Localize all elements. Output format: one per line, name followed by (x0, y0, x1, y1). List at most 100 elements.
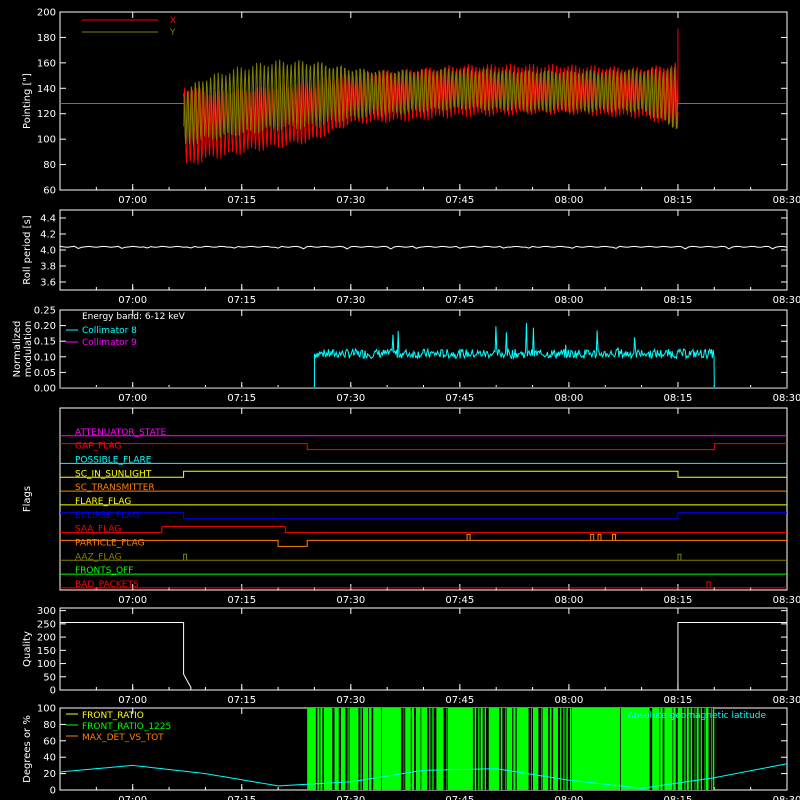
x-tick-label: 08:15 (664, 393, 693, 404)
flag-line (60, 526, 787, 534)
flag-label: FRONTS_OFF (75, 566, 133, 576)
y-tick-label: 3.6 (40, 278, 56, 289)
bar-gap (361, 708, 364, 790)
bar-gap (315, 708, 318, 790)
y-tick-label: 0.05 (34, 368, 56, 379)
bar-gap (548, 708, 550, 790)
x-tick-label: 08:30 (773, 595, 800, 606)
flag-row-sc_transmitter: SC_TRANSMITTER (60, 483, 787, 493)
ylabel-line: Normalized (12, 321, 23, 378)
x-tick-label: 07:45 (445, 695, 474, 706)
flag-label: SC_TRANSMITTER (75, 483, 155, 493)
bar-gap (695, 708, 697, 790)
x-tick-label: 08:15 (664, 795, 693, 800)
bar-gap (486, 708, 489, 790)
bar-gap (512, 708, 514, 790)
x-tick-label: 08:30 (773, 295, 800, 306)
legend-label: Collimator 8 (82, 326, 137, 336)
bar-gap (482, 708, 485, 790)
x-tick-label: 08:15 (664, 595, 693, 606)
bar-gap (371, 708, 374, 790)
bar-gap (446, 708, 448, 790)
bar-gap (557, 708, 561, 790)
bar-gap (479, 708, 481, 790)
bar-gap (662, 708, 665, 790)
bar-gap (682, 708, 685, 790)
flag-label: ECLIPSE_FLAG (75, 511, 139, 521)
bar-gap (692, 708, 695, 790)
y-tick-label: 0.00 (34, 384, 56, 395)
x-tick-label: 08:15 (664, 295, 693, 306)
bar-gap (414, 708, 416, 790)
y-tick-label: 120 (37, 109, 56, 120)
bar-gap (420, 708, 422, 790)
legend-label: MAX_DET_VS_TOT (82, 733, 164, 743)
bar-gap (515, 708, 517, 790)
y-tick-label: 150 (37, 646, 56, 657)
bar-gap (400, 708, 404, 790)
y-tick-label: 20 (43, 769, 56, 780)
x-tick-label: 07:15 (227, 595, 256, 606)
bar-gap (531, 708, 533, 790)
y-tick-label: 100 (37, 659, 56, 670)
y-tick-label: 0 (50, 686, 56, 697)
x-tick-label: 07:45 (445, 295, 474, 306)
collimator-8-line (313, 323, 715, 389)
x-tick-label: 07:30 (336, 595, 365, 606)
bar-gap (430, 708, 433, 790)
flag-label: POSSIBLE_FLARE (75, 455, 152, 465)
flag-label: PARTICLE_FLAG (75, 538, 145, 548)
bar-gap (659, 708, 661, 790)
x-tick-label: 07:15 (227, 795, 256, 800)
bar-gap (675, 708, 678, 790)
y-tick-label: 4.0 (40, 246, 56, 257)
ratios-ylabel: Degrees or % (22, 715, 33, 783)
flag-row-eclipse_flag: ECLIPSE_FLAG (60, 511, 787, 521)
flag-pulse (677, 553, 682, 561)
bar-gap (672, 708, 674, 790)
bar-gap (705, 708, 706, 790)
series-Y-line (183, 59, 679, 146)
pointing-ylabel: Pointing ["] (22, 73, 33, 129)
bar-gap (322, 708, 324, 790)
bar-gap (528, 708, 532, 790)
bar-gap (571, 708, 572, 790)
bar-gap (688, 708, 691, 790)
legend-label: Y (169, 28, 176, 38)
x-tick-label: 07:15 (227, 695, 256, 706)
y-tick-label: 0 (50, 786, 56, 797)
flag-pulse (706, 581, 711, 588)
bar-gap (541, 708, 543, 790)
x-tick-label: 08:15 (664, 195, 693, 206)
bar-gap (368, 708, 370, 790)
x-tick-label: 07:30 (336, 295, 365, 306)
bar-gap (472, 708, 475, 790)
flag-row-particle_flag: PARTICLE_FLAG (60, 533, 787, 548)
bar-gap (345, 708, 348, 790)
y-tick-label: 160 (37, 58, 56, 69)
geomagnetic-latitude-line (59, 763, 788, 789)
x-tick-label: 07:00 (118, 195, 147, 206)
flag-label: AAZ_FLAG (75, 552, 122, 562)
flag-line (60, 470, 787, 478)
legend-label: X (170, 16, 176, 26)
bar-gap (338, 708, 341, 790)
x-tick-label: 08:00 (554, 795, 583, 800)
panel-pointing: 07:00 07:15 07:30 07:45 08:00 08:15 08:30 Point… (22, 8, 800, 207)
modulation-ylabel: Normalizedmodulation (12, 321, 34, 378)
latitude-annotation: Absolute geomagnetic latitude (627, 711, 766, 721)
x-tick-label: 07:30 (336, 393, 365, 404)
y-tick-label: 250 (37, 619, 56, 630)
x-tick-label: 08:30 (773, 393, 800, 404)
flag-label: BAD_PACKETS (75, 580, 139, 590)
flag-label: ATTENUATOR_STATE (75, 428, 167, 438)
y-tick-label: 180 (37, 33, 56, 44)
bar-gap (427, 708, 430, 790)
y-tick-label: 0.25 (34, 306, 56, 317)
panel-quality: 07:00 07:15 07:30 07:45 08:00 08:15 08:30 Quali… (22, 606, 800, 706)
x-tick-label: 07:45 (445, 393, 474, 404)
flag-label: GAP_FLAG (75, 442, 121, 452)
flag-row-fronts_off: FRONTS_OFF (60, 566, 787, 576)
x-tick-label: 07:45 (445, 595, 474, 606)
y-tick-label: 4.4 (40, 214, 56, 225)
